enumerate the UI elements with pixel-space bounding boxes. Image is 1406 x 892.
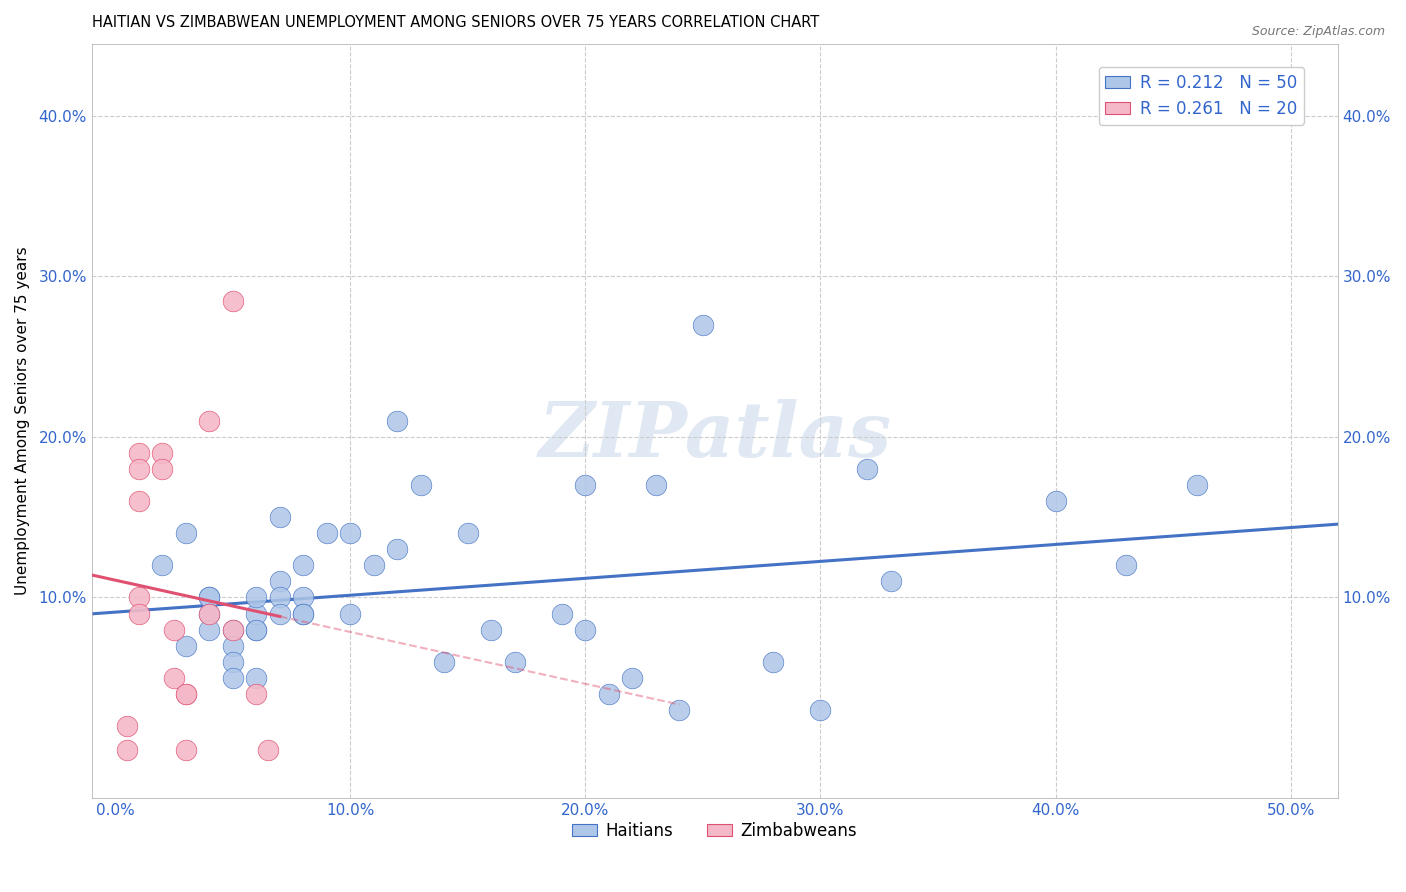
Point bbox=[198, 591, 221, 605]
Point bbox=[245, 623, 267, 637]
Point bbox=[128, 462, 150, 476]
Point bbox=[150, 446, 173, 460]
Point bbox=[115, 743, 138, 757]
Point bbox=[315, 526, 337, 541]
Point bbox=[150, 462, 173, 476]
Point bbox=[292, 607, 315, 621]
Point bbox=[269, 607, 291, 621]
Point bbox=[856, 462, 879, 476]
Point bbox=[1115, 558, 1137, 573]
Point bbox=[551, 607, 574, 621]
Point bbox=[387, 542, 409, 557]
Point bbox=[363, 558, 385, 573]
Point bbox=[128, 494, 150, 508]
Point bbox=[245, 671, 267, 685]
Y-axis label: Unemployment Among Seniors over 75 years: Unemployment Among Seniors over 75 years bbox=[15, 246, 30, 595]
Point bbox=[245, 591, 267, 605]
Point bbox=[339, 607, 361, 621]
Point bbox=[198, 623, 221, 637]
Point bbox=[1045, 494, 1067, 508]
Point bbox=[128, 607, 150, 621]
Text: Source: ZipAtlas.com: Source: ZipAtlas.com bbox=[1251, 25, 1385, 38]
Point bbox=[503, 655, 526, 669]
Point bbox=[115, 719, 138, 733]
Point bbox=[174, 639, 197, 653]
Point bbox=[339, 526, 361, 541]
Point bbox=[762, 655, 785, 669]
Point bbox=[128, 591, 150, 605]
Point bbox=[174, 687, 197, 701]
Point bbox=[409, 478, 432, 492]
Point bbox=[621, 671, 644, 685]
Point bbox=[574, 478, 596, 492]
Point bbox=[1185, 478, 1208, 492]
Point bbox=[292, 607, 315, 621]
Point bbox=[174, 687, 197, 701]
Point bbox=[245, 607, 267, 621]
Point bbox=[810, 703, 832, 717]
Point bbox=[163, 671, 186, 685]
Point bbox=[292, 558, 315, 573]
Point bbox=[433, 655, 456, 669]
Point bbox=[198, 591, 221, 605]
Point bbox=[222, 639, 245, 653]
Point bbox=[457, 526, 479, 541]
Point bbox=[163, 623, 186, 637]
Point bbox=[150, 558, 173, 573]
Point bbox=[479, 623, 502, 637]
Point bbox=[174, 526, 197, 541]
Text: ZIPatlas: ZIPatlas bbox=[538, 399, 891, 473]
Point bbox=[598, 687, 620, 701]
Point bbox=[574, 623, 596, 637]
Point bbox=[222, 655, 245, 669]
Point bbox=[387, 414, 409, 428]
Legend: Haitians, Zimbabweans: Haitians, Zimbabweans bbox=[565, 815, 863, 847]
Point bbox=[198, 607, 221, 621]
Point bbox=[198, 607, 221, 621]
Text: HAITIAN VS ZIMBABWEAN UNEMPLOYMENT AMONG SENIORS OVER 75 YEARS CORRELATION CHART: HAITIAN VS ZIMBABWEAN UNEMPLOYMENT AMONG… bbox=[91, 15, 818, 30]
Point bbox=[128, 446, 150, 460]
Point bbox=[222, 623, 245, 637]
Point bbox=[269, 591, 291, 605]
Point bbox=[174, 743, 197, 757]
Point bbox=[257, 743, 280, 757]
Point bbox=[222, 623, 245, 637]
Point bbox=[222, 671, 245, 685]
Point bbox=[292, 591, 315, 605]
Point bbox=[692, 318, 714, 332]
Point bbox=[198, 414, 221, 428]
Point bbox=[245, 687, 267, 701]
Point bbox=[245, 623, 267, 637]
Point bbox=[668, 703, 690, 717]
Point bbox=[222, 293, 245, 308]
Point bbox=[880, 574, 903, 589]
Point bbox=[644, 478, 666, 492]
Point bbox=[269, 510, 291, 524]
Point bbox=[269, 574, 291, 589]
